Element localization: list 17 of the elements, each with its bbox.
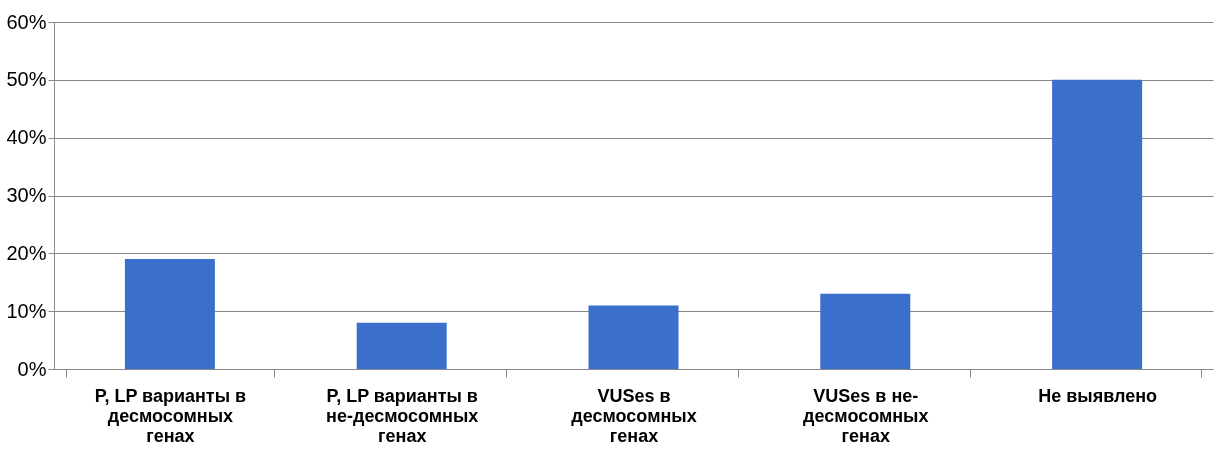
- y-tick-label: 10%: [6, 299, 47, 322]
- bar: [820, 293, 911, 369]
- x-tick-label: VUSes в не-десмосомных генах: [803, 385, 929, 446]
- x-tick-label: P, LP варианты в не-десмосомных генах: [326, 385, 479, 446]
- bar: [124, 259, 215, 369]
- x-tick-label: VUSes в десмосомных генах: [571, 385, 697, 446]
- bar: [588, 305, 679, 369]
- x-tick-label: Не выявлено: [1038, 385, 1158, 406]
- bar: [356, 322, 447, 369]
- y-tick-label: 20%: [6, 241, 47, 264]
- y-tick-label: 30%: [6, 184, 47, 206]
- y-tick-label: 0%: [17, 357, 47, 380]
- y-tick-label: 50%: [6, 68, 47, 91]
- y-tick-label: 40%: [6, 126, 47, 149]
- x-tick-label: P, LP варианты в десмосомных генах: [94, 385, 247, 446]
- bar: [1052, 79, 1143, 369]
- y-tick-label: 60%: [6, 10, 47, 33]
